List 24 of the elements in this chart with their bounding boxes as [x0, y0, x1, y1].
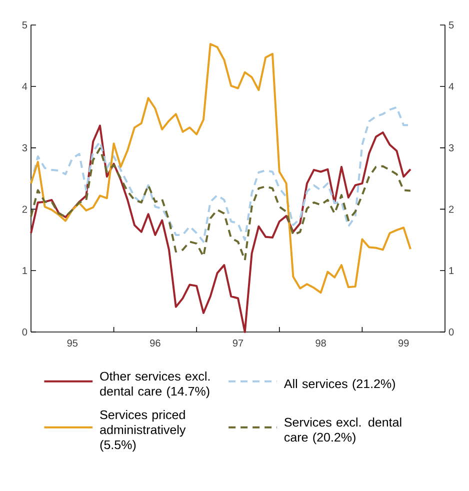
y2-tick-label: 4: [22, 82, 28, 90]
y-tick-label: 3: [448, 144, 454, 152]
y2-tick-label: 1: [22, 267, 27, 274]
x-tick-label: 99: [398, 340, 409, 347]
y2-tick-label: 3: [22, 144, 28, 152]
line-series: [30, 43, 412, 294]
legend-label: Services priced administratively (5.5%): [100, 410, 186, 452]
y-tick-label: 4: [448, 82, 454, 90]
x-tick-label: 98: [316, 340, 326, 347]
y-tick-label: 1: [449, 267, 454, 274]
y-tick-label: 2: [449, 206, 454, 213]
legend-label: All services (21.2%): [284, 378, 395, 391]
line-series: [30, 124, 412, 333]
line-series: [30, 147, 412, 262]
legend-label: Other services excl. dental care (14.7%): [100, 371, 210, 398]
x-tick-label: 95: [67, 340, 78, 347]
y-tick-label: 5: [448, 22, 454, 28]
y2-tick-label: 5: [22, 22, 28, 28]
y2-tick-label: 0: [22, 328, 28, 336]
y-tick-label: 0: [448, 328, 454, 336]
x-tick-label: 96: [150, 340, 160, 347]
y2-tick-label: 2: [22, 206, 27, 213]
x-tick-label: 97: [232, 340, 244, 347]
legend-label: Services excl. dental care (20.2%): [284, 417, 402, 444]
